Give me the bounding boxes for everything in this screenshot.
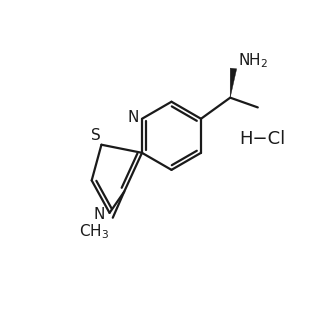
Polygon shape: [230, 68, 237, 98]
Text: N: N: [127, 110, 139, 125]
Text: N: N: [93, 207, 105, 222]
Text: CH$_3$: CH$_3$: [80, 223, 110, 241]
Text: NH$_2$: NH$_2$: [238, 51, 269, 70]
Text: H−Cl: H−Cl: [239, 130, 285, 148]
Text: S: S: [91, 128, 100, 143]
